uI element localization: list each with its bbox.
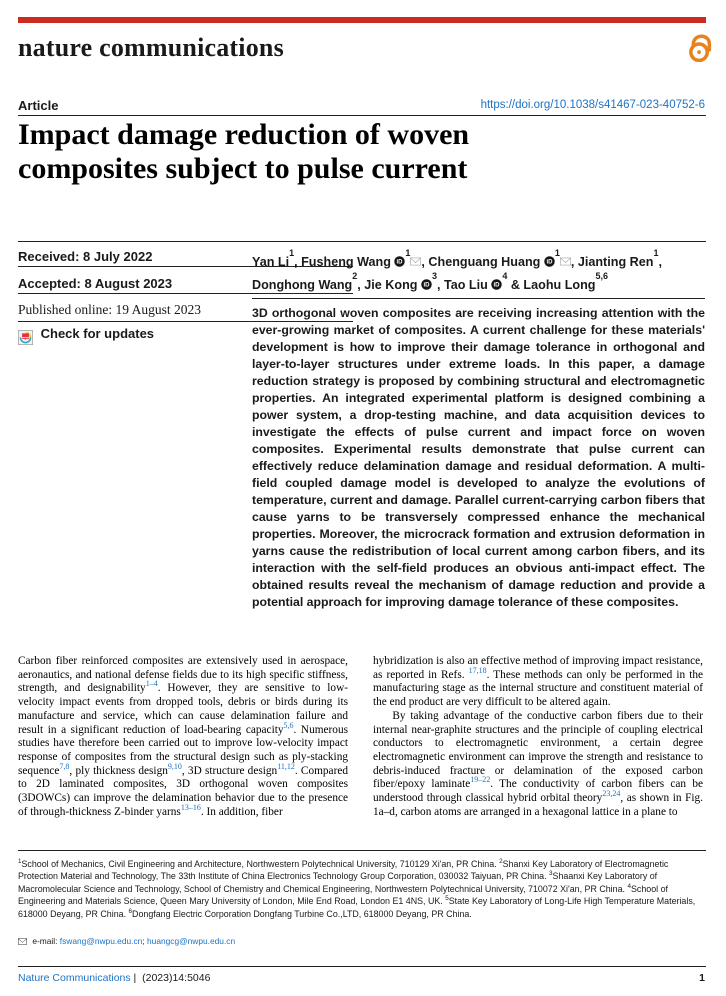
svg-text:iD: iD [423, 283, 430, 289]
svg-text:iD: iD [397, 260, 404, 266]
svg-text:iD: iD [494, 283, 501, 289]
svg-text:iD: iD [546, 260, 553, 266]
